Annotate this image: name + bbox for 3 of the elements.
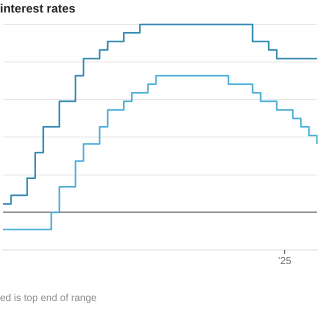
text: ed is top end of range	[0, 292, 97, 305]
text: ’25	[278, 256, 292, 267]
chart-title: interest rates	[0, 2, 76, 16]
